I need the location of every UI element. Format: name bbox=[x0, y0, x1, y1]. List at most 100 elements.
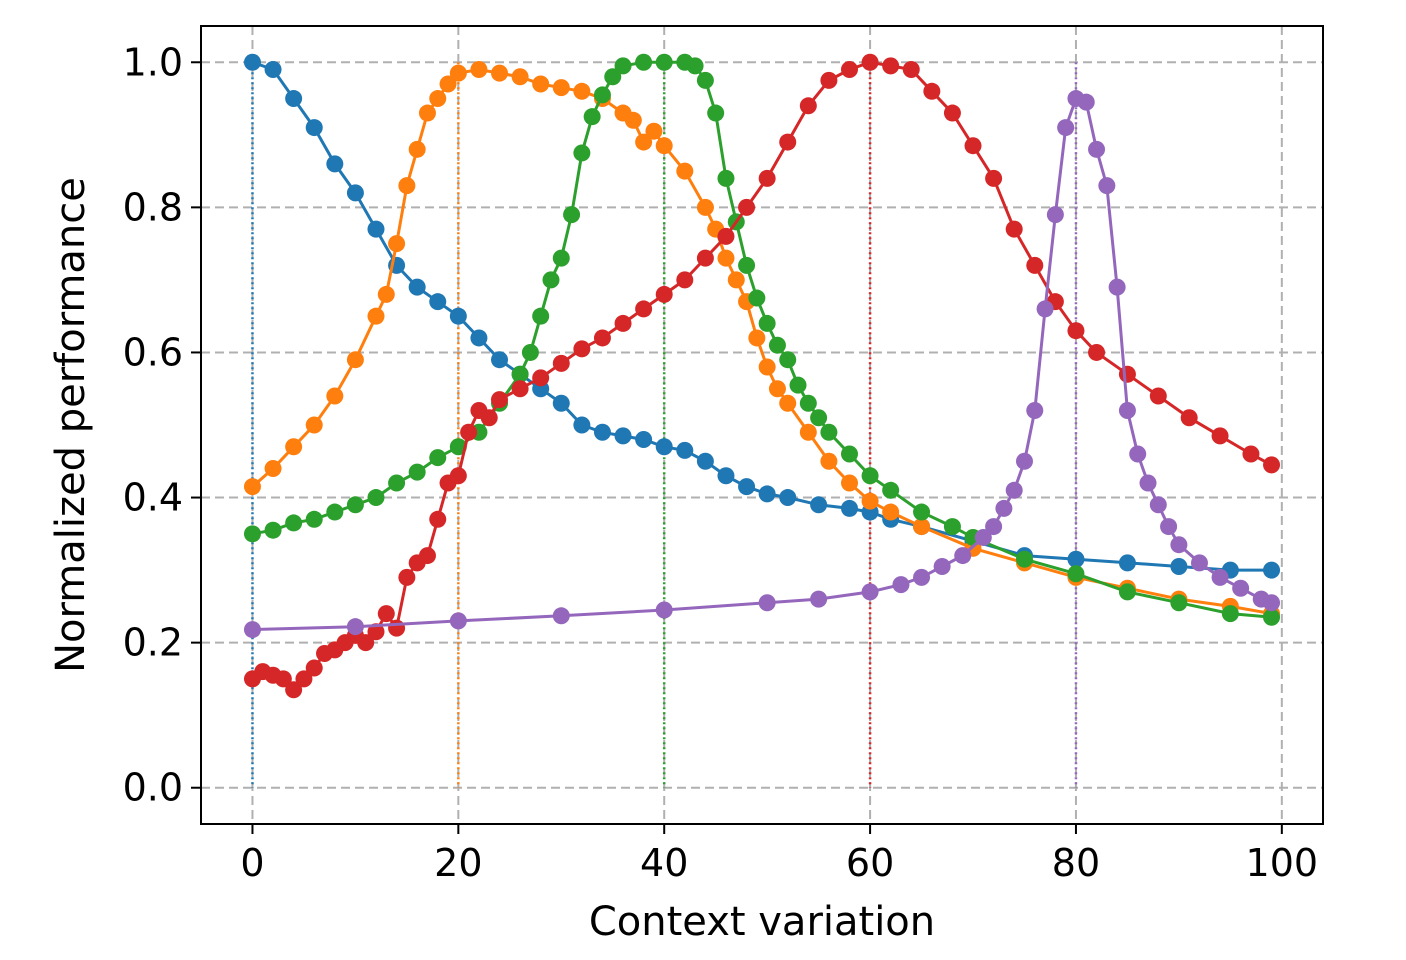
data-point bbox=[521, 343, 539, 361]
data-point bbox=[1026, 256, 1044, 274]
data-point bbox=[1026, 401, 1044, 419]
data-point bbox=[1036, 300, 1054, 318]
data-point bbox=[1118, 365, 1136, 383]
y-tick-label: 0.2 bbox=[123, 621, 183, 665]
data-point bbox=[923, 82, 941, 100]
data-point bbox=[418, 547, 436, 565]
data-point bbox=[388, 619, 406, 637]
data-point bbox=[357, 634, 375, 652]
data-point bbox=[326, 155, 344, 173]
data-point bbox=[398, 568, 416, 586]
data-point bbox=[429, 293, 447, 311]
data-point bbox=[449, 438, 467, 456]
data-point bbox=[1160, 518, 1178, 536]
data-point bbox=[243, 53, 261, 71]
data-point bbox=[552, 79, 570, 97]
series-3 bbox=[243, 53, 1281, 699]
data-point bbox=[882, 481, 900, 499]
data-point bbox=[717, 249, 735, 267]
data-point bbox=[491, 64, 509, 82]
data-point bbox=[377, 605, 395, 623]
peak-markers bbox=[251, 62, 1078, 788]
data-point bbox=[882, 503, 900, 521]
data-point bbox=[913, 518, 931, 536]
data-point bbox=[655, 285, 673, 303]
data-point bbox=[696, 452, 714, 470]
data-point bbox=[902, 61, 920, 79]
data-point bbox=[635, 300, 653, 318]
data-point bbox=[1098, 177, 1116, 195]
data-point bbox=[552, 607, 570, 625]
data-point bbox=[573, 340, 591, 358]
data-point bbox=[676, 271, 694, 289]
data-point bbox=[1221, 605, 1239, 623]
data-point bbox=[285, 681, 303, 699]
data-point bbox=[676, 162, 694, 180]
data-point bbox=[738, 256, 756, 274]
data-point bbox=[398, 177, 416, 195]
data-point bbox=[593, 86, 611, 104]
data-point bbox=[913, 503, 931, 521]
y-tick-label: 1.0 bbox=[123, 40, 183, 84]
data-point bbox=[532, 369, 550, 387]
series-1 bbox=[243, 61, 1281, 623]
data-point bbox=[388, 235, 406, 253]
x-tick-label: 40 bbox=[640, 841, 688, 885]
data-point bbox=[779, 133, 797, 151]
series-4 bbox=[243, 90, 1281, 639]
data-point bbox=[717, 169, 735, 187]
data-point bbox=[758, 594, 776, 612]
data-point bbox=[408, 140, 426, 158]
data-point bbox=[1088, 343, 1106, 361]
data-point bbox=[1170, 557, 1188, 575]
data-point bbox=[295, 670, 313, 688]
data-point bbox=[696, 198, 714, 216]
data-point bbox=[840, 61, 858, 79]
data-point bbox=[727, 271, 745, 289]
data-point bbox=[738, 198, 756, 216]
data-point bbox=[604, 68, 622, 86]
data-point bbox=[686, 57, 704, 75]
data-point bbox=[1118, 583, 1136, 601]
data-point bbox=[614, 57, 632, 75]
data-point bbox=[326, 387, 344, 405]
data-point bbox=[1211, 568, 1229, 586]
data-point bbox=[913, 568, 931, 586]
y-tick-label: 0.4 bbox=[123, 476, 183, 520]
data-point bbox=[1088, 140, 1106, 158]
data-point bbox=[429, 510, 447, 528]
data-point bbox=[439, 75, 457, 93]
series-0 bbox=[243, 53, 1281, 579]
data-point bbox=[573, 416, 591, 434]
data-point bbox=[285, 514, 303, 532]
data-point bbox=[974, 528, 992, 546]
data-point bbox=[624, 111, 642, 129]
data-point bbox=[1118, 401, 1136, 419]
data-point bbox=[449, 64, 467, 82]
plot-frame bbox=[200, 25, 1324, 825]
data-point bbox=[346, 351, 364, 369]
data-point bbox=[1263, 561, 1281, 579]
series-group bbox=[243, 53, 1281, 699]
data-point bbox=[635, 53, 653, 71]
data-point bbox=[1170, 594, 1188, 612]
axis-ticks: 0 20 40 60 80 100 0.0 0.2 0.4 0.6 0.8 1.0 bbox=[123, 40, 1319, 885]
data-point bbox=[449, 467, 467, 485]
data-point bbox=[285, 90, 303, 108]
data-point bbox=[1190, 554, 1208, 572]
data-point bbox=[583, 108, 601, 126]
data-point bbox=[861, 583, 879, 601]
x-tick-label: 20 bbox=[434, 841, 482, 885]
data-point bbox=[1067, 322, 1085, 340]
data-point bbox=[820, 452, 838, 470]
data-point bbox=[532, 75, 550, 93]
data-point bbox=[1067, 565, 1085, 583]
data-point bbox=[882, 57, 900, 75]
data-point bbox=[1211, 427, 1229, 445]
data-point bbox=[840, 474, 858, 492]
data-point bbox=[243, 621, 261, 639]
data-point bbox=[470, 329, 488, 347]
data-point bbox=[460, 423, 478, 441]
